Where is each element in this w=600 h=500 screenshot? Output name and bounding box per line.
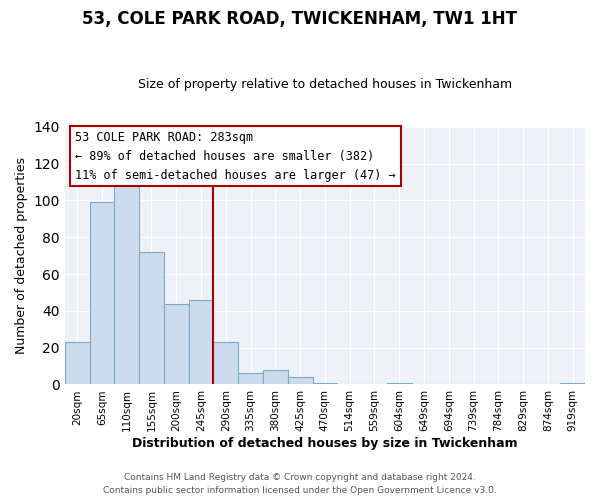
Bar: [115, 186, 139, 384]
Text: 53, COLE PARK ROAD, TWICKENHAM, TW1 1HT: 53, COLE PARK ROAD, TWICKENHAM, TW1 1HT: [83, 10, 517, 28]
Bar: [288, 377, 313, 384]
Bar: [214, 342, 238, 384]
Text: Contains HM Land Registry data © Crown copyright and database right 2024.
Contai: Contains HM Land Registry data © Crown c…: [103, 474, 497, 495]
Bar: [164, 304, 188, 384]
Text: 53 COLE PARK ROAD: 283sqm
← 89% of detached houses are smaller (382)
11% of semi: 53 COLE PARK ROAD: 283sqm ← 89% of detac…: [75, 131, 396, 182]
Bar: [560, 382, 585, 384]
Bar: [89, 202, 115, 384]
Bar: [238, 374, 263, 384]
Y-axis label: Number of detached properties: Number of detached properties: [15, 157, 28, 354]
Bar: [313, 382, 337, 384]
Bar: [387, 382, 412, 384]
Bar: [263, 370, 288, 384]
Bar: [139, 252, 164, 384]
Title: Size of property relative to detached houses in Twickenham: Size of property relative to detached ho…: [138, 78, 512, 91]
X-axis label: Distribution of detached houses by size in Twickenham: Distribution of detached houses by size …: [132, 437, 518, 450]
Bar: [65, 342, 89, 384]
Bar: [188, 300, 214, 384]
